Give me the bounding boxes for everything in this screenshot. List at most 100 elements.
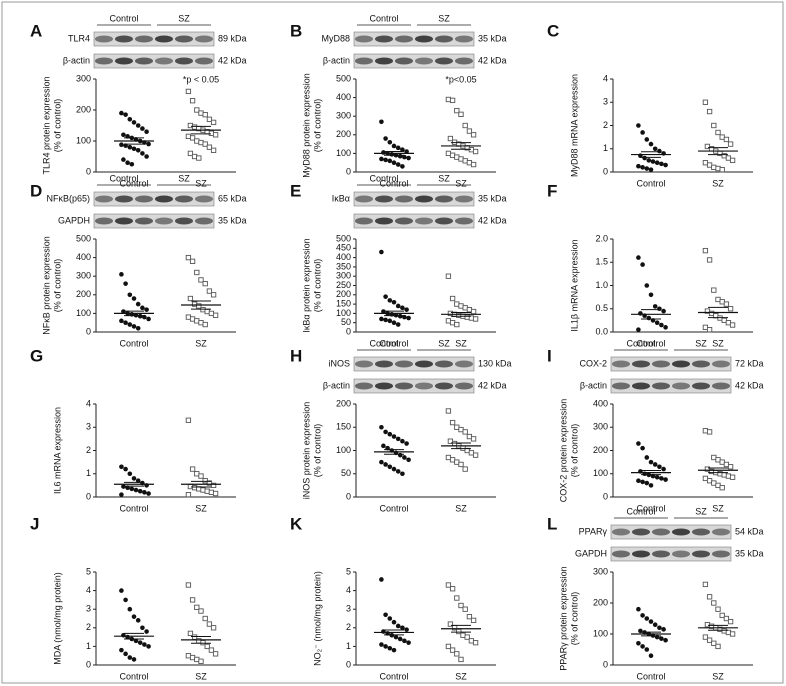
data-point [119,110,124,116]
x-tick-label: Control [119,503,148,513]
data-point [404,441,409,446]
blot-size-label: 35 kDa [735,548,764,558]
blot-band [435,35,453,43]
data-point [383,644,388,649]
data-point [470,132,477,138]
blot-band [692,360,710,368]
blot-band [375,382,393,390]
y-tick-label: 4 [346,585,351,595]
data-point [458,111,464,117]
data-point [404,627,409,632]
data-point [636,123,641,128]
y-tick-label: 300 [76,73,91,83]
data-point [383,429,388,435]
data-point [135,301,141,307]
data-point [636,606,641,612]
blot-group-label: SZ [695,338,707,348]
blot-band [652,550,670,558]
blot-protein-label: iNOS [328,358,350,368]
data-point [462,606,468,612]
data-point [721,317,727,324]
data-point [400,305,405,311]
y-axis-label: (% of control) [569,592,579,646]
data-point [140,126,145,131]
x-tick-label: Control [636,503,665,513]
data-point [729,322,736,328]
data-point [725,629,732,636]
data-point [123,651,128,657]
data-point [458,426,464,433]
data-point [393,634,399,640]
data-point [146,491,151,496]
data-point [391,434,397,439]
y-tick-label: 1.5 [595,257,608,267]
data-point [387,645,393,651]
x-tick-label: SZ [455,503,467,513]
data-point [381,309,386,314]
blot-size-label: 130 kDa [478,358,512,368]
data-point [454,595,460,601]
data-point [661,308,666,314]
data-point [400,164,405,169]
data-point [387,464,393,470]
data-point [456,312,462,318]
data-point [702,247,709,254]
panel-letter: A [30,21,42,40]
data-point [206,116,213,122]
y-tick-label: 0 [346,491,351,501]
blot-band [195,35,213,43]
y-tick-label: 2 [86,622,91,632]
data-point [379,119,384,125]
data-point [449,647,456,653]
blot-band [175,35,193,43]
x-tick-label: SZ [455,671,467,681]
data-point [131,120,137,125]
data-point [383,136,388,141]
data-point [445,273,452,279]
blot-band [195,217,213,225]
x-tick-label: Control [636,671,665,681]
panel-letter: I [547,346,552,365]
blot-group-label: Control [369,13,398,23]
data-point [123,320,128,326]
blot-group-label: SZ [695,506,707,516]
data-point [646,158,652,163]
data-point [466,307,473,313]
data-point [119,464,124,470]
blot-band [415,360,433,368]
data-point [198,110,204,116]
blot-band [115,57,133,65]
data-point [466,433,473,440]
data-point [470,617,477,624]
data-point [142,490,147,495]
blot-size-label: 35 kDa [478,33,507,43]
data-point [454,107,460,114]
y-tick-label: 400 [336,92,351,102]
data-point [711,480,717,486]
data-point [125,160,130,165]
data-point [383,612,388,618]
data-point [400,471,405,477]
data-point [646,315,652,321]
blot-protein-label: β-actin [323,380,350,390]
y-tick-label: 150 [336,298,351,308]
data-point [659,636,664,641]
y-axis-label: IκBα protein expression [301,238,311,332]
y-axis-label: (% of control) [312,259,322,313]
blot-band [355,57,373,65]
blot-size-label: 42 kDa [478,380,507,390]
blot-band [195,195,213,203]
data-point [652,304,658,309]
data-point [210,119,217,126]
y-tick-label: 1 [86,468,91,478]
blot-band [175,195,193,203]
data-point [194,269,200,276]
data-point [204,488,210,494]
blot-group-label: SZ [438,13,450,23]
x-tick-label: Control [379,178,408,188]
data-point [194,471,200,477]
y-axis-label: (% of control) [312,99,322,153]
blot-band [712,382,730,390]
data-point [729,631,736,637]
panel-letter: E [290,181,301,200]
